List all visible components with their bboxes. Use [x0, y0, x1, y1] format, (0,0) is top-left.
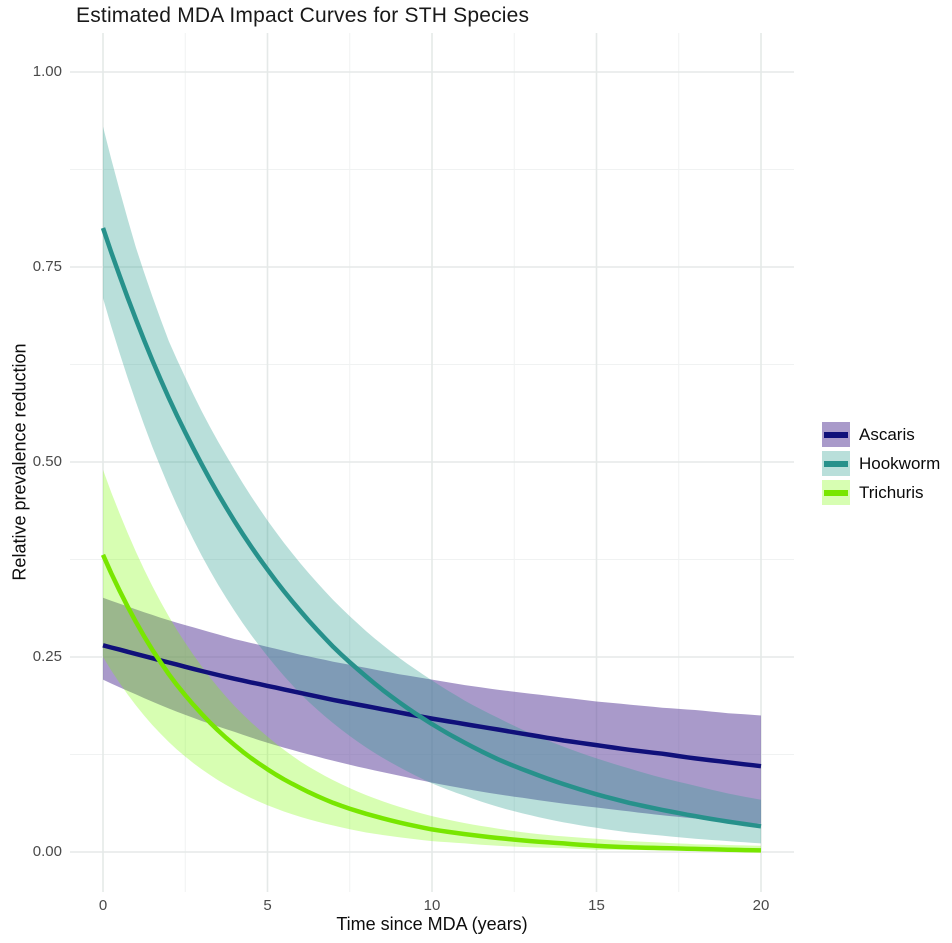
legend-item-ascaris: Ascaris [822, 422, 940, 447]
x-tick-label: 15 [588, 897, 605, 914]
plot-title: Estimated MDA Impact Curves for STH Spec… [76, 4, 530, 27]
legend-key-line [824, 489, 848, 496]
trend-line-trichuris [100, 553, 762, 853]
ci-ribbon-hookworm [103, 126, 761, 844]
legend-label: Trichuris [859, 482, 924, 502]
y-tick-label: 1.00 [32, 63, 62, 80]
legend-key-swatch [822, 451, 850, 476]
ci-ribbon-ascaris [103, 597, 761, 824]
legend-item-hookworm: Hookworm [822, 451, 940, 476]
y-tick-label: 0.75 [32, 258, 62, 275]
y-tick-label: 0.25 [32, 648, 62, 665]
trend-line-hookworm [100, 227, 762, 829]
legend-item-trichuris: Trichuris [822, 480, 940, 505]
legend-key-swatch [822, 480, 850, 505]
legend-key-swatch [822, 422, 850, 447]
y-tick-label: 0.00 [32, 843, 62, 860]
legend: Ascaris Hookworm Trichuris [822, 422, 940, 509]
x-tick-label: 20 [752, 897, 770, 914]
legend-label: Hookworm [859, 453, 941, 473]
legend-label: Ascaris [859, 424, 915, 444]
y-tick-label: 0.50 [32, 453, 62, 470]
trend-line-ascaris [102, 643, 762, 769]
x-tick-label: 10 [423, 897, 441, 914]
legend-key-line [824, 460, 848, 467]
x-tick-label: 0 [98, 897, 108, 914]
x-axis-title: Time since MDA (years) [336, 914, 528, 934]
legend-key-line [824, 431, 848, 438]
x-tick-label: 5 [263, 897, 272, 914]
ci-ribbon-trichuris [103, 469, 761, 852]
